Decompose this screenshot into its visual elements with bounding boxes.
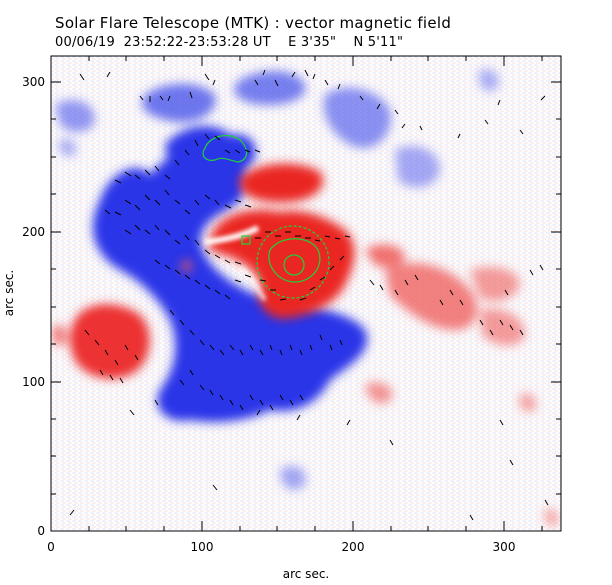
y-tick-label: 200 — [22, 225, 45, 239]
y-axis-label: arc sec. — [2, 270, 16, 316]
observation-date: 00/06/19 — [55, 35, 115, 50]
y-tick-label: 300 — [22, 75, 45, 89]
contour-small-positive — [241, 235, 251, 245]
contour-positive-mid — [268, 238, 321, 283]
north-offset: N 5'11" — [353, 35, 404, 50]
neutral-line — [204, 225, 267, 302]
plot-frame — [50, 55, 562, 532]
y-tick-label: 0 — [37, 524, 45, 538]
field-contours — [202, 134, 330, 299]
contour-positive-inner — [283, 254, 305, 276]
y-tick-label: 100 — [22, 375, 45, 389]
x-axis-ticks — [50, 56, 543, 531]
east-offset: E 3'35" — [288, 35, 337, 50]
transverse-field-vectors — [69, 69, 549, 521]
x-tick-label: 300 — [493, 540, 516, 554]
figure-subtitle: 00/06/19 23:52:22-23:53:28 UT E 3'35" N … — [55, 35, 403, 50]
x-tick-label: 200 — [342, 540, 365, 554]
x-axis-label: arc sec. — [283, 567, 329, 581]
contour-negative-peak — [202, 134, 248, 163]
contour-positive-outer — [256, 225, 330, 299]
magnetogram-map — [51, 56, 561, 531]
observation-time: 23:52:22-23:53:28 UT — [123, 35, 271, 50]
x-tick-label: 0 — [47, 540, 55, 554]
x-tick-label: 100 — [191, 540, 214, 554]
y-axis-ticks — [51, 81, 561, 532]
figure-title: Solar Flare Telescope (MTK) : vector mag… — [55, 14, 452, 32]
negative-polarity-region — [55, 69, 500, 490]
positive-polarity-region — [52, 163, 559, 527]
